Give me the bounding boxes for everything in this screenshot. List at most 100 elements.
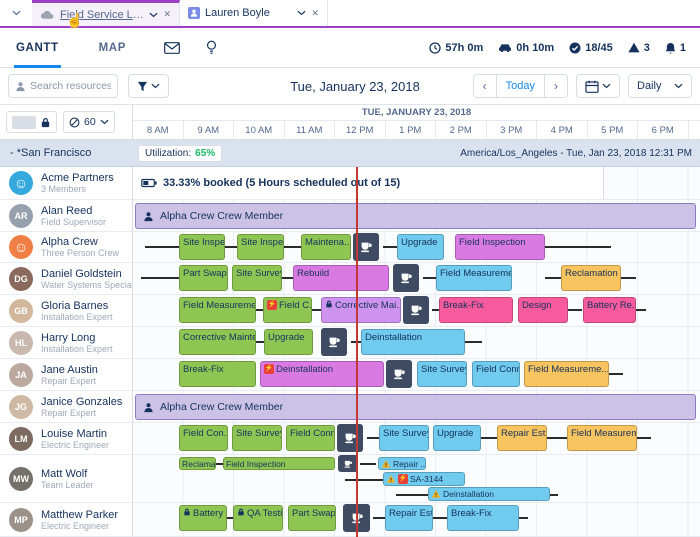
gantt-bar[interactable]: Field Inspection — [455, 234, 545, 260]
resource-role: Installation Expert — [41, 343, 113, 354]
travel-line — [432, 309, 439, 311]
break-marker[interactable] — [393, 264, 419, 292]
crew-assignment-bar[interactable]: Alpha Crew Crew Member — [135, 394, 696, 420]
lightbulb-icon[interactable] — [206, 40, 217, 55]
resource-cell[interactable]: AR Alan Reed Field Supervisor — [0, 200, 133, 231]
today-button[interactable]: Today — [496, 75, 545, 97]
gantt-bar[interactable]: Site Survey — [232, 425, 282, 451]
resource-name: Janice Gonzales — [41, 395, 123, 408]
resource-cell[interactable]: ☺ Acme Partners 3 Members — [0, 167, 133, 199]
chevron-down-icon[interactable] — [149, 12, 158, 18]
gantt-bar[interactable]: Break-Fix — [439, 297, 513, 323]
bell-icon — [665, 42, 676, 54]
resource-cell[interactable]: MW Matt Wolf Team Leader — [0, 455, 133, 502]
view-mode-select[interactable]: Daily — [628, 74, 692, 98]
utilization-value: 65% — [195, 147, 216, 159]
gantt-bar[interactable]: ⚡ SA-3144 — [383, 472, 465, 486]
resource-cell[interactable]: JG Janice Gonzales Repair Expert — [0, 391, 133, 422]
gantt-bar[interactable]: Design — [518, 297, 568, 323]
resource-cell[interactable]: ☺ Alpha Crew Three Person Crew — [0, 232, 133, 262]
gantt-bar-label: Maintena... — [305, 237, 351, 248]
gantt-bar[interactable]: Maintena... — [301, 234, 351, 260]
gantt-bar[interactable]: Site Survey — [417, 361, 467, 387]
person-icon — [15, 81, 26, 92]
gantt-bar[interactable]: Field Conn... — [472, 361, 520, 387]
gantt-bar[interactable]: Site Inspe... — [237, 234, 284, 260]
travel-time-stat[interactable]: 0h 10m — [498, 42, 554, 54]
gantt-bar[interactable]: ⚡ Deinstallation — [260, 361, 384, 387]
completion-stat[interactable]: 18/45 — [569, 42, 613, 54]
close-icon[interactable]: ✕ — [163, 9, 171, 19]
resource-cell[interactable]: HL Harry Long Installation Expert — [0, 327, 133, 358]
gantt-bar[interactable]: Battery Re... — [583, 297, 636, 323]
gantt-bar[interactable]: Site Survey — [232, 265, 282, 291]
resource-cell[interactable]: JA Jane Austin Repair Expert — [0, 359, 133, 390]
gantt-bar-label: Upgrade — [268, 332, 305, 343]
notifications-stat[interactable]: 1 — [665, 42, 686, 54]
gantt-bar[interactable]: Repair ... — [378, 457, 426, 470]
search-resources-box[interactable] — [8, 74, 118, 98]
break-marker[interactable] — [338, 455, 358, 472]
break-marker[interactable] — [386, 360, 412, 388]
resource-cell[interactable]: DG Daniel Goldstein Water Systems Speciali… — [0, 263, 133, 294]
alerts-stat[interactable]: 3 — [628, 42, 650, 54]
crew-assignment-bar[interactable]: Alpha Crew Crew Member — [135, 203, 696, 229]
gantt-bar[interactable]: Part Swap — [288, 505, 336, 531]
gantt-bar[interactable]: Field Inspection — [223, 457, 335, 470]
scheduled-time-stat[interactable]: 57h 0m — [429, 42, 483, 54]
next-day-button[interactable]: › — [545, 75, 567, 97]
hour-tick: 11 AM — [285, 121, 335, 139]
gantt-bar[interactable]: Repair Esti... — [497, 425, 547, 451]
gantt-bar[interactable]: Upgrade — [433, 425, 481, 451]
gantt-bar[interactable]: Rebuild — [293, 265, 389, 291]
prev-day-button[interactable]: ‹ — [473, 75, 497, 97]
gantt-bar[interactable]: Corrective Mai... — [321, 297, 401, 323]
resource-cell[interactable]: GB Gloria Barnes Installation Expert — [0, 295, 133, 326]
gantt-bar[interactable]: QA Testi... — [233, 505, 283, 531]
search-resources-input[interactable] — [30, 80, 111, 92]
gantt-bar[interactable]: Site Survey — [379, 425, 429, 451]
gantt-bar[interactable]: ⚡Field C... — [263, 297, 312, 323]
gantt-bar[interactable]: Field Measureme... — [524, 361, 609, 387]
gantt-bar[interactable]: Corrective Mainte... — [179, 329, 256, 355]
gantt-bar[interactable]: Upgrade — [264, 329, 313, 355]
gantt-bar[interactable]: Field Measureme... — [567, 425, 637, 451]
gantt-bar[interactable]: Field Con... — [179, 425, 228, 451]
close-icon[interactable]: ✕ — [311, 7, 319, 18]
travel-line — [636, 309, 646, 311]
tab-map[interactable]: MAP — [98, 41, 126, 54]
break-marker[interactable] — [337, 424, 363, 452]
break-marker[interactable] — [321, 328, 347, 356]
gantt-bar[interactable]: Reclamation — [561, 265, 621, 291]
filter-button[interactable] — [128, 74, 169, 98]
capacity-select[interactable]: 60 — [63, 111, 115, 133]
break-marker[interactable] — [403, 296, 429, 324]
region-name[interactable]: - *San Francisco — [10, 147, 92, 159]
tab-gantt[interactable]: GANTT — [14, 28, 61, 68]
resource-cell[interactable]: MP Matthew Parker Electric Engineer — [0, 503, 133, 536]
gantt-bar[interactable]: Reclamati... — [179, 457, 216, 470]
calendar-icon — [585, 80, 599, 93]
gantt-bar[interactable]: Field Conn... — [286, 425, 335, 451]
gantt-bar[interactable]: Break-Fix — [447, 505, 519, 531]
avatar: HL — [9, 330, 33, 355]
tab-field-service-lightning[interactable]: Field Service Lightni... ✕ — [32, 0, 180, 26]
gantt-bar[interactable]: Break-Fix — [179, 361, 256, 387]
gantt-bar[interactable]: Battery ... — [179, 505, 227, 531]
gantt-bar[interactable]: Upgrade — [397, 234, 444, 260]
resource-cell[interactable]: LM Louise Martin Electric Engineer — [0, 423, 133, 454]
gantt-bar[interactable]: Site Inspe... — [179, 234, 225, 260]
tab-strip-chevron-down-icon[interactable] — [0, 0, 32, 26]
gantt-bar-label: Field Measureme... — [183, 300, 256, 311]
gantt-bar[interactable]: Field Measureme... — [179, 297, 256, 323]
envelope-icon[interactable] — [164, 41, 180, 54]
calendar-button[interactable] — [576, 74, 620, 98]
gantt-bar[interactable]: Part Swap — [179, 265, 228, 291]
lock-control[interactable] — [6, 111, 57, 133]
gantt-bar[interactable]: Repair Esti... — [385, 505, 433, 531]
tab-lauren-boyle[interactable]: Lauren Boyle ✕ — [180, 0, 328, 26]
gantt-bar[interactable]: Field Measureme... — [436, 265, 512, 291]
chevron-down-icon[interactable] — [297, 10, 306, 16]
gantt-bar[interactable]: Deinstallation — [428, 487, 550, 501]
gantt-bar[interactable]: Deinstallation — [361, 329, 465, 355]
